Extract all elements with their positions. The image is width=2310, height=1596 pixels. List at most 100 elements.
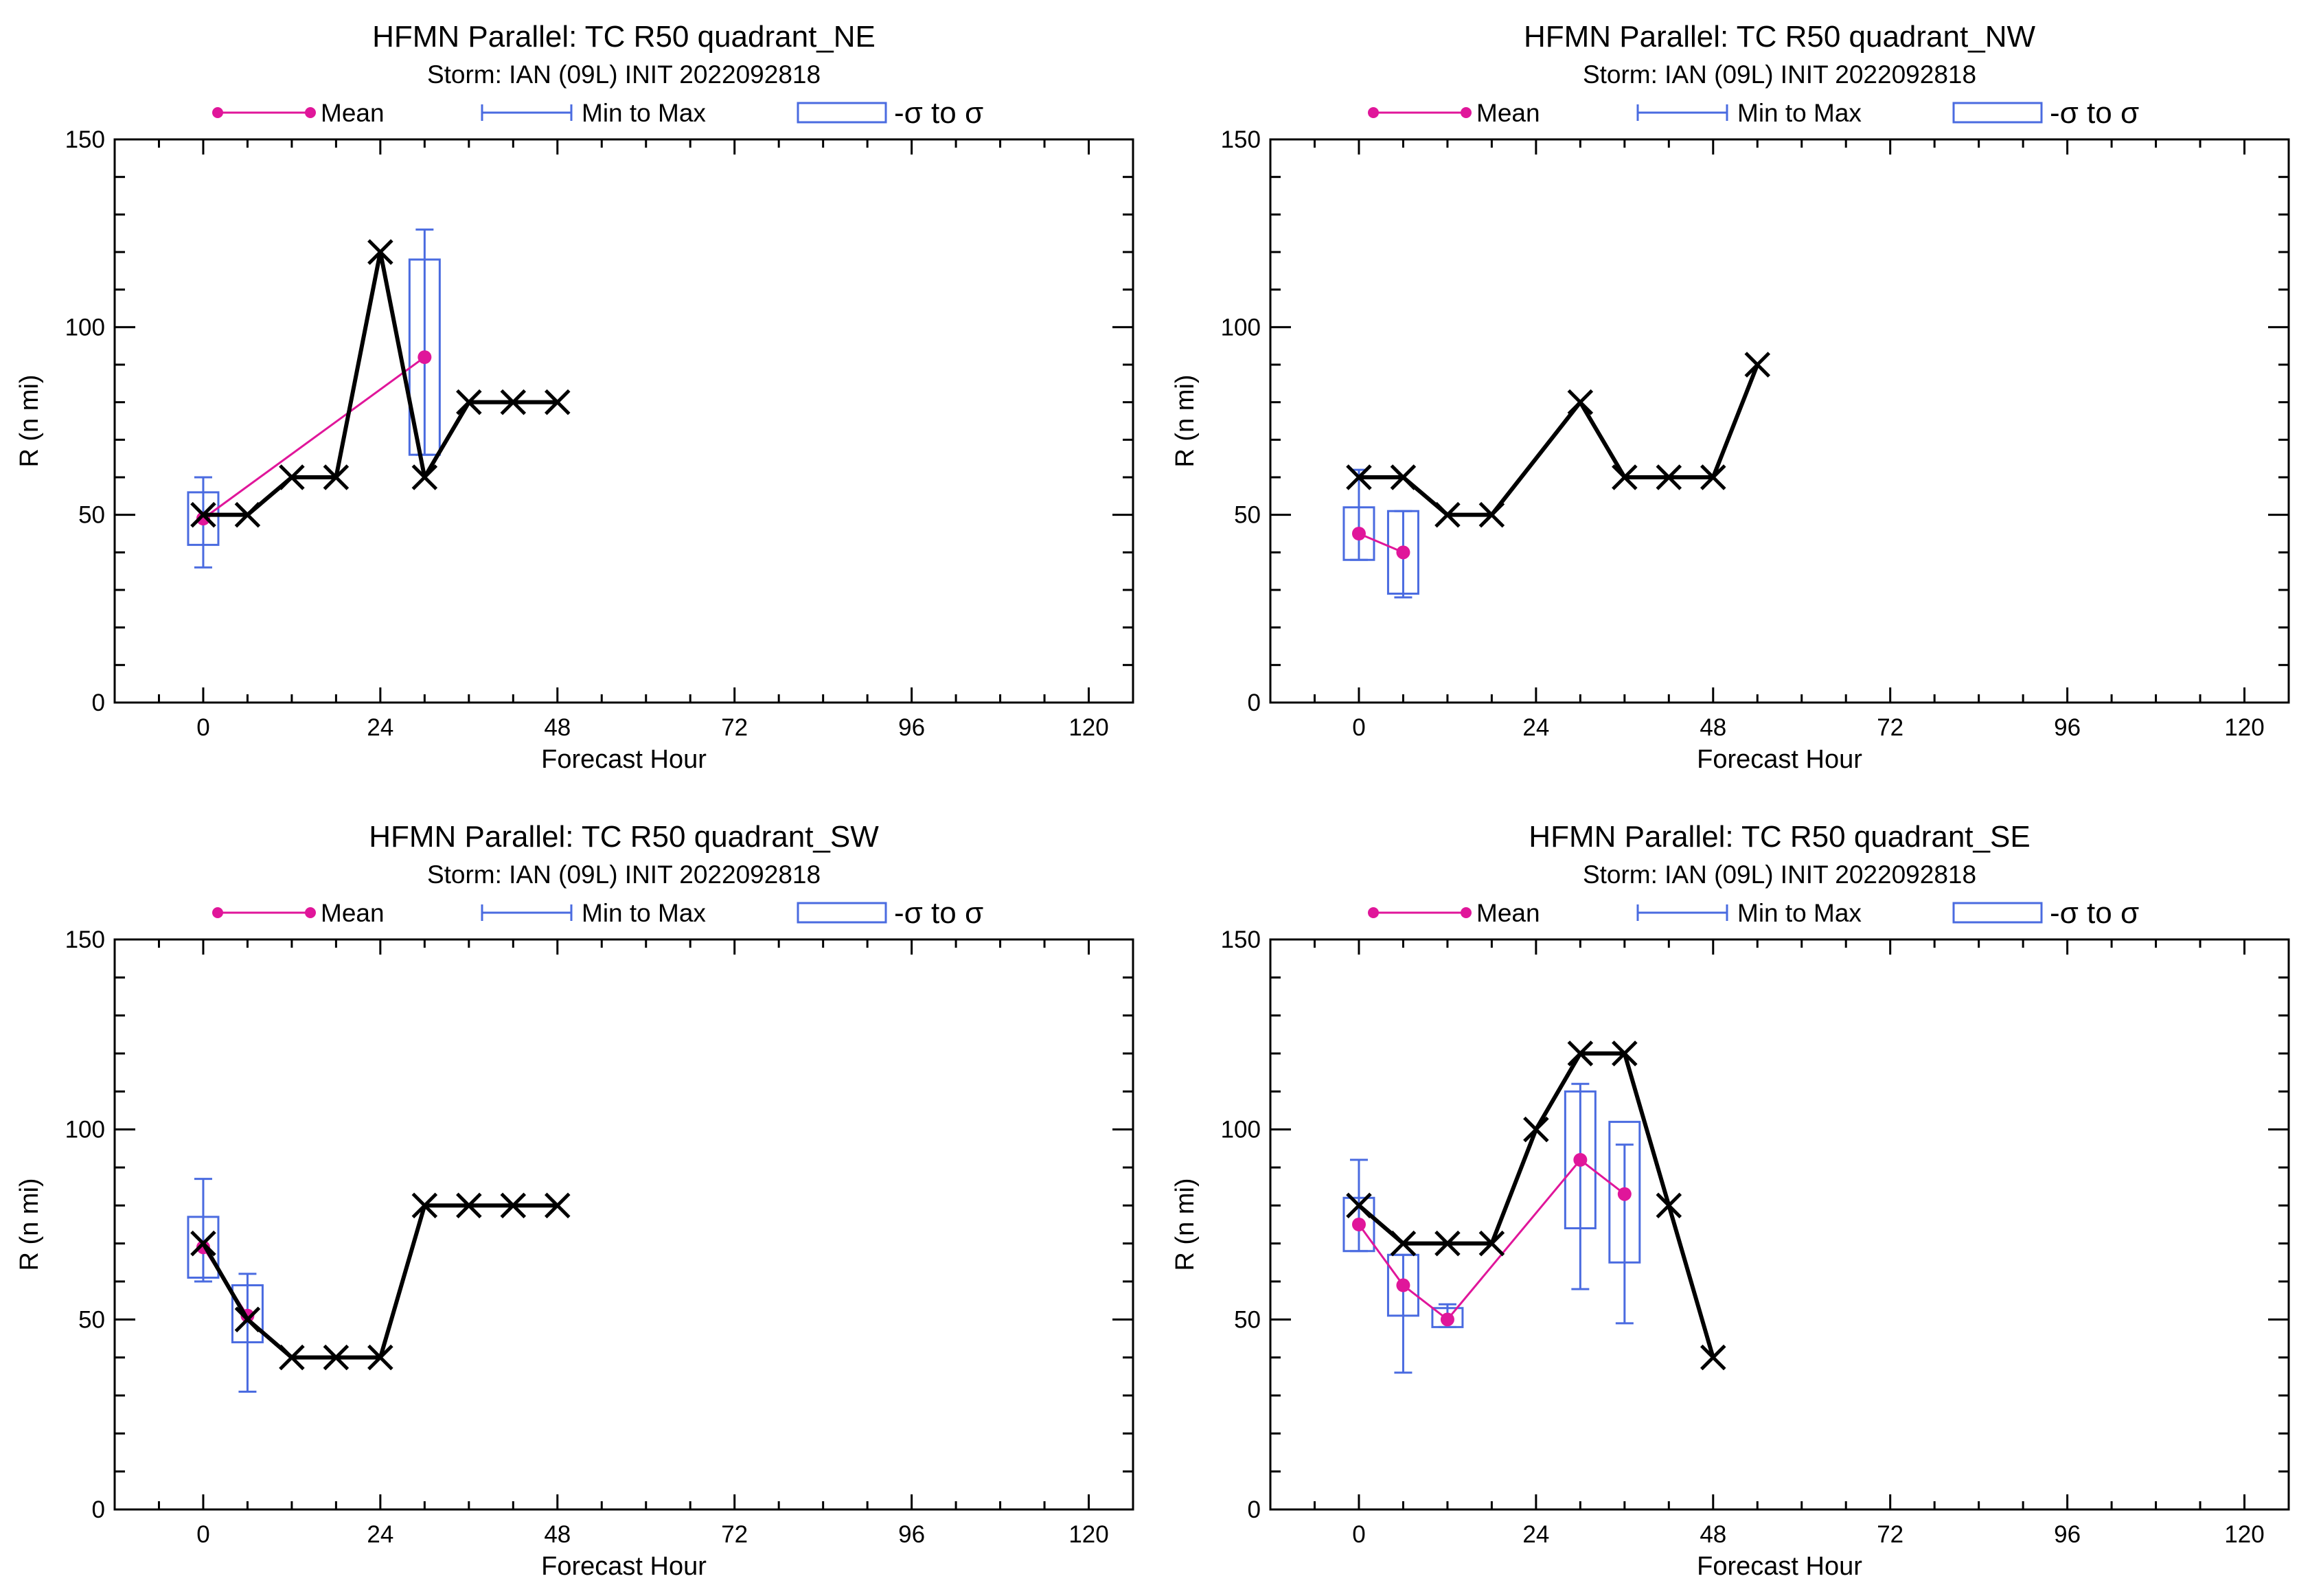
forecast-x-stroke <box>1656 1192 1682 1219</box>
mean-point <box>1617 1187 1632 1201</box>
legend-mean-marker <box>1461 107 1472 118</box>
forecast-x-stroke <box>1700 464 1726 490</box>
forecast-point <box>1390 464 1417 490</box>
mean-point <box>418 350 432 365</box>
legend-sigma-label: -σ to σ <box>2050 896 2139 930</box>
x-tick-label: 48 <box>1700 1521 1726 1548</box>
forecast-point <box>1567 389 1594 415</box>
sigma-box <box>187 1216 220 1279</box>
legend-range-label: Min to Max <box>1737 899 1862 927</box>
mean-line <box>203 356 426 520</box>
x-tick-label: 24 <box>1522 1521 1549 1548</box>
y-axis-label: R (n mi) <box>15 1178 44 1270</box>
forecast-line <box>1358 363 1760 517</box>
x-tick-label: 0 <box>196 1521 209 1548</box>
plot-frame <box>113 138 1134 704</box>
forecast-x-stroke <box>456 389 482 415</box>
forecast-point <box>279 1344 305 1371</box>
x-tick-label: 96 <box>2054 1521 2081 1548</box>
forecast-point <box>545 1192 571 1219</box>
chart-panel: HFMN Parallel: TC R50 quadrant_NE Storm: … <box>15 20 1134 774</box>
chart-panel: HFMN Parallel: TC R50 quadrant_SW Storm: … <box>15 820 1134 1581</box>
chart-title: HFMN Parallel: TC R50 quadrant_NE <box>372 20 876 54</box>
legend: Mean Min to Max -σ to σ <box>1368 96 2139 130</box>
forecast-point <box>190 501 216 528</box>
x-tick-label: 24 <box>367 1521 393 1548</box>
legend: Mean Min to Max -σ to σ <box>212 96 983 130</box>
legend-range-label: Min to Max <box>1737 99 1862 127</box>
forecast-point <box>1346 1192 1372 1219</box>
chart-subtitle: Storm: IAN (09L) INIT 2022092818 <box>427 60 821 89</box>
forecast-point <box>500 389 527 415</box>
forecast-point <box>1612 464 1638 490</box>
y-tick-label: 50 <box>1234 502 1261 529</box>
legend: Mean Min to Max -σ to σ <box>1368 896 2139 930</box>
forecast-x-stroke <box>1346 464 1372 490</box>
forecast-point <box>456 389 482 415</box>
forecast-x-stroke <box>190 1230 216 1257</box>
forecast-x-stroke <box>1434 1230 1461 1257</box>
legend-sigma-label: -σ to σ <box>894 96 983 130</box>
sigma-box <box>187 491 220 546</box>
forecast-point <box>500 1192 527 1219</box>
sigma-box <box>1386 1253 1419 1317</box>
sigma-box <box>231 1284 264 1344</box>
sigma-box <box>1386 510 1419 595</box>
forecast-x-stroke <box>279 464 305 490</box>
y-tick-label: 50 <box>78 502 105 529</box>
legend-mean-label: Mean <box>1476 899 1540 927</box>
forecast-point <box>1656 1192 1682 1219</box>
forecast-point <box>367 1344 393 1371</box>
y-tick-label: 150 <box>65 926 105 953</box>
x-tick-label: 96 <box>898 1521 925 1548</box>
x-axis-label: Forecast Hour <box>541 1552 707 1581</box>
legend-sigma-box <box>797 902 887 924</box>
forecast-point <box>279 464 305 490</box>
x-tick-label: 24 <box>367 714 393 741</box>
legend-mean-label: Mean <box>1476 99 1540 127</box>
y-tick-label: 100 <box>1221 314 1261 341</box>
x-axis-label: Forecast Hour <box>541 745 707 774</box>
mean-point <box>1440 1312 1454 1327</box>
x-tick-label: 72 <box>721 1521 748 1548</box>
x-tick-label: 120 <box>2224 1521 2264 1548</box>
legend-sigma-label: -σ to σ <box>2050 96 2139 130</box>
plot-frame <box>1269 138 2290 704</box>
forecast-line <box>1358 1051 1715 1358</box>
forecast-point <box>1744 352 1771 378</box>
forecast-point <box>411 464 438 490</box>
x-tick-label: 48 <box>544 1521 571 1548</box>
forecast-point <box>234 1306 261 1333</box>
y-tick-label: 0 <box>1248 1496 1261 1523</box>
forecast-x-stroke <box>500 1192 527 1219</box>
forecast-point <box>1390 1230 1417 1257</box>
forecast-x-stroke <box>1478 1230 1505 1257</box>
forecast-point <box>1523 1116 1549 1143</box>
forecast-point <box>545 389 571 415</box>
y-tick-label: 100 <box>65 1117 105 1143</box>
forecast-x-stroke <box>1523 1116 1549 1143</box>
x-tick-label: 120 <box>1068 1521 1108 1548</box>
forecast-point <box>1567 1040 1594 1067</box>
legend-sigma-box <box>1952 102 2043 124</box>
y-tick-label: 100 <box>65 314 105 341</box>
chart-subtitle: Storm: IAN (09L) INIT 2022092818 <box>427 860 821 889</box>
forecast-point <box>1478 1230 1505 1257</box>
forecast-x-stroke <box>1567 389 1594 415</box>
y-tick-label: 100 <box>1221 1117 1261 1143</box>
forecast-point <box>1478 501 1505 528</box>
x-tick-label: 0 <box>1352 1521 1365 1548</box>
forecast-x-stroke <box>1700 1344 1726 1371</box>
x-tick-label: 120 <box>2224 714 2264 741</box>
forecast-x-stroke <box>411 464 438 490</box>
y-tick-label: 150 <box>1221 926 1261 953</box>
x-axis-label: Forecast Hour <box>1697 1552 1862 1581</box>
y-axis-label: R (n mi) <box>1171 374 1200 467</box>
x-tick-label: 0 <box>1352 714 1365 741</box>
chart-panel: HFMN Parallel: TC R50 quadrant_SE Storm: … <box>1171 820 2290 1581</box>
forecast-x-stroke <box>323 1344 350 1371</box>
y-tick-label: 150 <box>65 126 105 153</box>
forecast-x-stroke <box>1434 501 1461 528</box>
forecast-x-stroke <box>1390 464 1417 490</box>
